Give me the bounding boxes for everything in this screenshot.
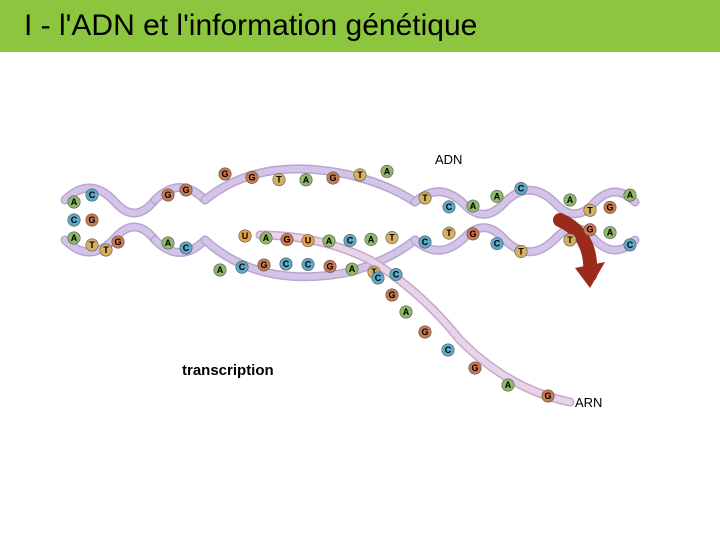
svg-text:C: C [494,239,501,249]
svg-text:T: T [276,175,282,185]
svg-text:C: C [627,240,634,250]
svg-text:A: A [627,190,634,200]
svg-text:C: C [422,237,429,247]
svg-text:T: T [389,233,395,243]
svg-text:C: C [393,270,400,280]
svg-text:G: G [260,260,267,270]
svg-text:A: A [505,380,512,390]
svg-text:T: T [422,193,428,203]
svg-text:G: G [586,225,593,235]
svg-text:A: A [349,264,356,274]
svg-text:C: C [183,243,190,253]
svg-text:A: A [71,233,78,243]
svg-text:C: C [239,262,246,272]
svg-text:G: G [182,185,189,195]
page-title: I - l'ADN et l'information génétique [0,9,477,43]
svg-text:T: T [567,235,573,245]
svg-text:C: C [89,190,96,200]
svg-text:T: T [518,247,524,257]
svg-text:G: G [164,190,171,200]
svg-text:A: A [71,197,78,207]
svg-text:G: G [248,172,255,182]
svg-text:C: C [71,215,78,225]
svg-text:G: G [88,215,95,225]
svg-text:G: G [329,173,336,183]
svg-text:A: A [607,228,614,238]
svg-text:A: A [470,201,477,211]
svg-text:A: A [368,234,375,244]
svg-text:A: A [494,191,501,201]
svg-text:A: A [326,236,333,246]
dna-transcription-diagram: ACCGATTGGGACGGTAGTAACGCCGATCUAGUACATTCAA… [60,140,660,440]
svg-text:C: C [375,273,382,283]
svg-text:G: G [221,169,228,179]
svg-text:G: G [421,327,428,337]
svg-text:T: T [89,240,95,250]
svg-text:T: T [446,228,452,238]
svg-text:C: C [445,345,452,355]
svg-text:A: A [263,233,270,243]
svg-text:G: G [326,261,333,271]
svg-text:C: C [518,183,525,193]
svg-text:T: T [103,245,109,255]
svg-text:C: C [305,260,312,270]
svg-text:U: U [305,236,312,246]
svg-text:C: C [347,236,354,246]
svg-text:G: G [388,290,395,300]
svg-text:A: A [217,265,224,275]
svg-text:A: A [567,195,574,205]
svg-text:A: A [403,307,410,317]
svg-text:C: C [446,202,453,212]
svg-text:G: G [471,363,478,373]
svg-text:G: G [114,237,121,247]
svg-text:T: T [357,170,363,180]
svg-text:A: A [303,175,310,185]
svg-text:C: C [283,259,290,269]
svg-text:G: G [283,235,290,245]
svg-text:A: A [384,166,391,176]
title-bar: I - l'ADN et l'information génétique [0,0,720,52]
svg-text:G: G [469,229,476,239]
svg-text:T: T [587,205,593,215]
svg-text:U: U [242,231,249,241]
svg-text:G: G [606,202,613,212]
svg-text:A: A [165,238,172,248]
svg-text:G: G [544,391,551,401]
